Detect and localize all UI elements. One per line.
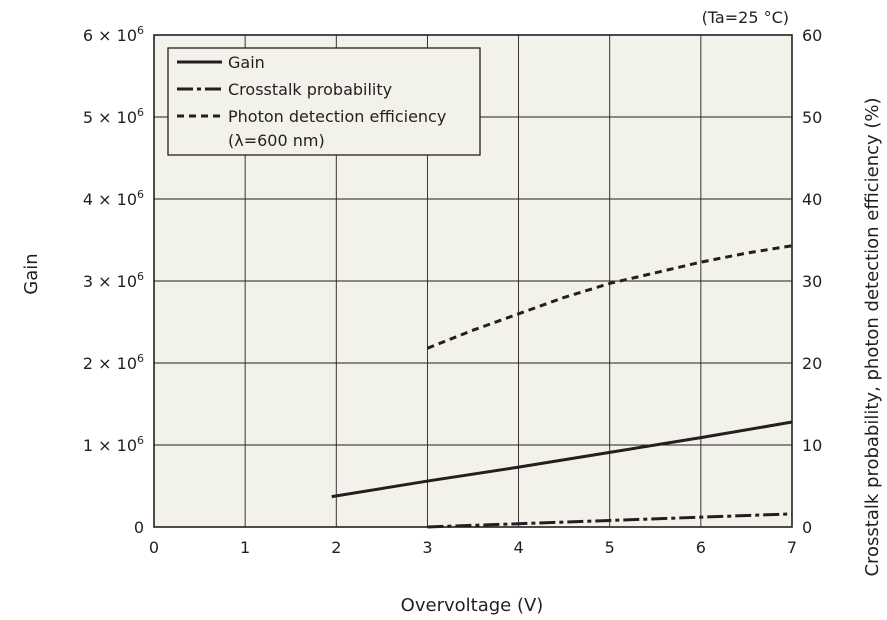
plot-frame bbox=[153, 34, 793, 528]
y-left-tick-labels: 0 1 × 106 2 × 106 3 × 106 4 × 106 5 × 106 6 × … bbox=[83, 24, 144, 537]
y-left-tick-label: 0 bbox=[134, 518, 144, 537]
y-left-tick-label: 2 × 106 bbox=[83, 352, 144, 373]
x-tick-label: 7 bbox=[787, 538, 797, 557]
x-tick-label: 0 bbox=[149, 538, 159, 557]
legend-label-pde-line2: (λ=600 nm) bbox=[228, 131, 325, 150]
y-right-tick-label: 50 bbox=[802, 108, 822, 127]
y-right-tick-label: 60 bbox=[802, 26, 822, 45]
y-left-tick-label: 3 × 106 bbox=[83, 270, 144, 291]
legend-label-gain: Gain bbox=[228, 53, 265, 72]
y-right-tick-label: 40 bbox=[802, 190, 822, 209]
y-right-axis-title: Crosstalk probability, photon detection … bbox=[862, 97, 883, 576]
x-tick-labels: 0 1 2 3 4 5 6 7 bbox=[149, 538, 797, 557]
series-line-1 bbox=[427, 512, 793, 529]
x-tick-label: 3 bbox=[422, 538, 432, 557]
y-right-tick-label: 10 bbox=[802, 436, 822, 455]
x-axis-title: Overvoltage (V) bbox=[401, 595, 544, 616]
y-right-tick-label: 20 bbox=[802, 354, 822, 373]
x-tick-label: 1 bbox=[240, 538, 250, 557]
y-right-tick-label: 30 bbox=[802, 272, 822, 291]
x-tick-label: 2 bbox=[331, 538, 341, 557]
y-right-tick-label: 0 bbox=[802, 518, 812, 537]
x-tick-label: 6 bbox=[696, 538, 706, 557]
series-layer bbox=[331, 244, 793, 529]
series-line-0 bbox=[331, 420, 793, 499]
y-left-tick-label: 4 × 106 bbox=[83, 188, 144, 209]
legend: Gain Crosstalk probability Photon detect… bbox=[167, 47, 481, 156]
legend-label-pde: Photon detection efficiency bbox=[228, 107, 446, 126]
y-left-tick-label: 6 × 106 bbox=[83, 24, 144, 45]
y-left-tick-label: 1 × 106 bbox=[83, 434, 144, 455]
legend-box bbox=[167, 47, 481, 156]
x-tick-label: 5 bbox=[605, 538, 615, 557]
legend-label-crosstalk: Crosstalk probability bbox=[228, 80, 392, 99]
series-line-2 bbox=[426, 244, 793, 350]
y-right-tick-labels: 0 10 20 30 40 50 60 bbox=[802, 26, 822, 537]
condition-note: (Ta=25 °C) bbox=[702, 8, 789, 27]
y-left-axis-title: Gain bbox=[21, 253, 42, 294]
y-left-tick-label: 5 × 106 bbox=[83, 106, 144, 127]
x-tick-label: 4 bbox=[513, 538, 523, 557]
